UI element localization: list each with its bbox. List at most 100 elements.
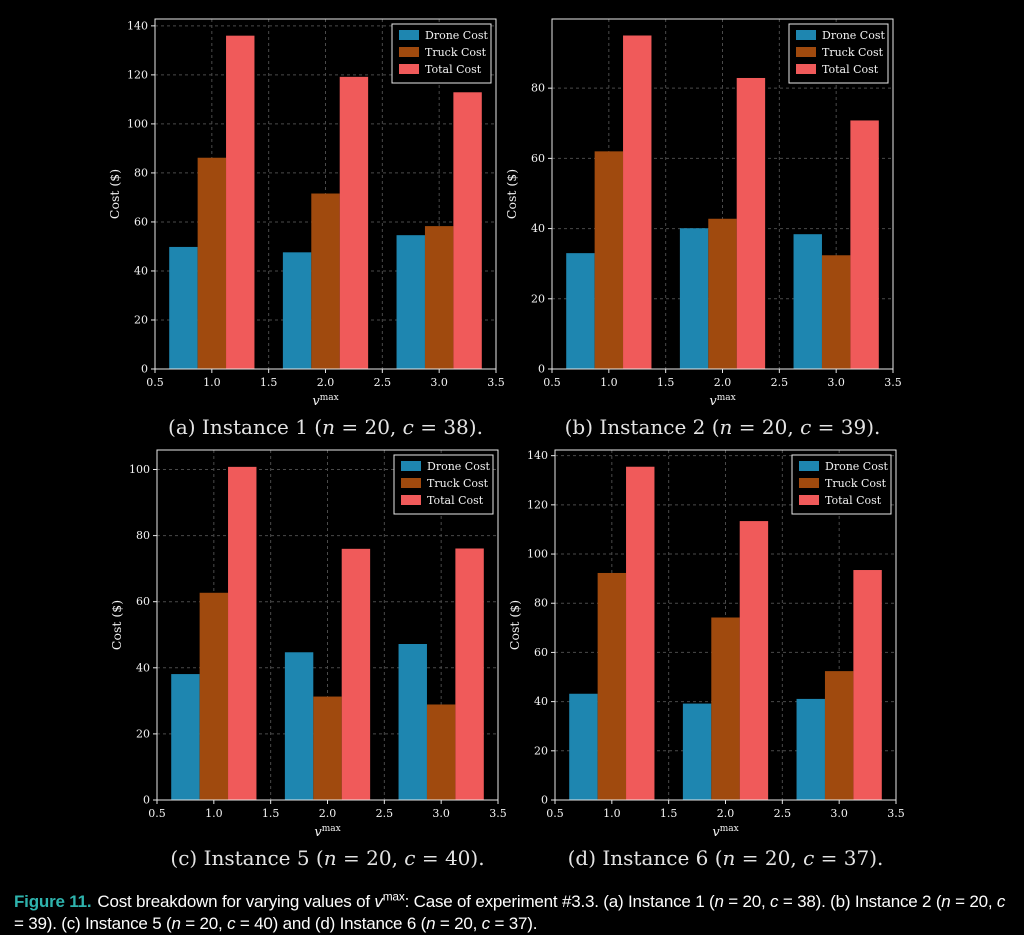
legend-label: Total Cost — [825, 494, 882, 507]
y-tick-label: 60 — [534, 646, 548, 659]
legend-swatch — [796, 64, 816, 74]
bar — [228, 466, 257, 800]
bar — [569, 693, 598, 800]
x-tick-label: 1.5 — [262, 807, 280, 820]
legend-label: Truck Cost — [825, 477, 887, 490]
x-tick-label: 3.5 — [887, 807, 905, 820]
legend: Drone Cost Truck Cost Total Cost — [791, 454, 892, 515]
bar — [796, 698, 825, 800]
y-tick-label: 100 — [129, 463, 150, 476]
bar — [453, 92, 482, 369]
x-tick-label: 3.0 — [430, 376, 448, 389]
y-tick-label: 100 — [127, 117, 148, 130]
legend-swatch — [399, 47, 419, 57]
chart-panel-d: 0.5 1.0 1.5 2.0 2.5 3.0 3.5 0 20 40 60 80 100 120 140 v… — [505, 436, 905, 870]
bar — [850, 120, 879, 369]
bar — [313, 696, 342, 800]
subcaption-b: (b) Instance 2 (n = 20, c = 39). — [564, 415, 881, 439]
series-total-cost — [623, 35, 879, 369]
x-tick-label: 3.0 — [827, 376, 845, 389]
legend-label: Drone Cost — [822, 29, 885, 42]
chart-panel-b: 0.5 1.0 1.5 2.0 2.5 3.0 3.5 0 20 40 60 80 vmax Cost (… — [502, 5, 902, 439]
bar — [739, 521, 769, 800]
legend-label: Drone Cost — [825, 460, 888, 473]
bar-chart-instance-1: 0.5 1.0 1.5 2.0 2.5 3.0 3.5 0 20 40 60 80 100 120 140 v… — [107, 18, 505, 409]
x-tick-label: 2.5 — [376, 807, 394, 820]
y-tick-label: 0 — [538, 363, 545, 376]
bar — [282, 252, 312, 369]
x-tick-label: 2.5 — [771, 376, 789, 389]
bar — [594, 151, 624, 369]
x-tick-label: 0.5 — [546, 807, 564, 820]
legend-swatch — [796, 30, 816, 40]
y-tick-label: 40 — [134, 264, 148, 277]
y-tick-label: 20 — [534, 744, 548, 757]
x-tick-label: 1.5 — [660, 807, 678, 820]
y-tick-label: 20 — [531, 292, 545, 305]
series-truck-cost — [594, 151, 851, 369]
series-truck-cost — [199, 592, 456, 800]
bar — [793, 234, 822, 369]
x-tick-label: 3.5 — [489, 807, 507, 820]
legend-label: Total Cost — [425, 63, 482, 76]
x-tick-label: 2.0 — [717, 807, 735, 820]
y-tick-label: 140 — [127, 19, 148, 32]
bar — [682, 703, 712, 800]
bar — [426, 704, 456, 800]
x-tick-label: 0.5 — [543, 376, 561, 389]
x-tick-label: 1.5 — [657, 376, 675, 389]
chart-panel-a: 0.5 1.0 1.5 2.0 2.5 3.0 3.5 0 20 40 60 80 100 120 140 v… — [105, 5, 505, 439]
y-axis-label: Cost ($) — [507, 600, 522, 650]
bar — [711, 617, 740, 800]
y-tick-label: 80 — [136, 529, 150, 542]
tick-labels: 0.5 1.0 1.5 2.0 2.5 3.0 3.5 0 20 40 60 80 100 — [129, 463, 507, 820]
y-tick-label: 0 — [141, 363, 148, 376]
x-tick-label: 1.0 — [205, 807, 223, 820]
legend-swatch — [401, 461, 421, 471]
y-tick-label: 140 — [527, 449, 548, 462]
y-tick-label: 40 — [534, 695, 548, 708]
bar — [853, 570, 882, 800]
bar — [566, 253, 595, 369]
bar — [169, 246, 198, 369]
y-tick-label: 40 — [136, 661, 150, 674]
tick-marks — [551, 455, 897, 804]
y-tick-label: 80 — [531, 82, 545, 95]
x-axis-label: vmax — [712, 824, 738, 840]
y-tick-label: 20 — [136, 727, 150, 740]
legend-label: Truck Cost — [425, 46, 487, 59]
legend-swatch — [799, 478, 819, 488]
x-axis-label: vmax — [314, 824, 340, 840]
x-tick-label: 2.5 — [774, 807, 792, 820]
y-axis-label: Cost ($) — [504, 169, 519, 219]
legend: Drone Cost Truck Cost Total Cost — [788, 23, 889, 84]
bar — [339, 76, 369, 369]
y-tick-label: 120 — [527, 498, 548, 511]
legend-swatch — [799, 461, 819, 471]
bar — [623, 35, 652, 369]
series-total-cost — [228, 466, 484, 800]
y-tick-label: 60 — [134, 215, 148, 228]
legend-swatch — [796, 47, 816, 57]
legend-swatch — [401, 478, 421, 488]
x-tick-label: 1.5 — [260, 376, 278, 389]
bar — [171, 674, 200, 800]
x-tick-label: 3.0 — [830, 807, 848, 820]
series-total-cost — [226, 35, 482, 370]
x-axis-label: vmax — [312, 393, 338, 409]
bar — [197, 157, 227, 369]
x-tick-label: 2.5 — [374, 376, 392, 389]
bar-chart-instance-6: 0.5 1.0 1.5 2.0 2.5 3.0 3.5 0 20 40 60 80 100 120 140 v… — [507, 449, 905, 840]
x-tick-label: 3.5 — [487, 376, 505, 389]
legend-label: Total Cost — [427, 494, 484, 507]
figure-caption-text: Cost breakdown for varying values of vma… — [14, 889, 1006, 934]
x-tick-label: 0.5 — [148, 807, 166, 820]
series-drone-cost — [171, 644, 427, 800]
legend-label: Truck Cost — [427, 477, 489, 490]
legend: Drone Cost Truck Cost Total Cost — [391, 23, 492, 84]
figure-caption-label: Figure 11. — [14, 892, 92, 911]
legend: Drone Cost Truck Cost Total Cost — [393, 454, 494, 515]
bar-chart-instance-5: 0.5 1.0 1.5 2.0 2.5 3.0 3.5 0 20 40 60 80 100 vmax Cos… — [109, 449, 507, 840]
x-tick-label: 0.5 — [146, 376, 164, 389]
